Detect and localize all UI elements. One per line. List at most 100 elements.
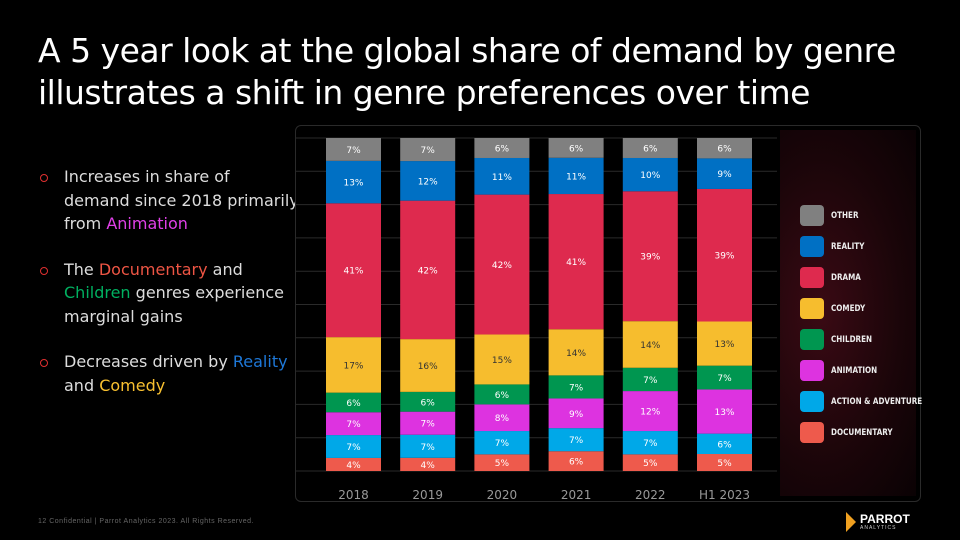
legend-swatch: [800, 329, 824, 350]
bullet-text: genres experience marginal gains: [64, 283, 284, 326]
bullet-text: and: [64, 375, 100, 395]
data-label: 6%: [346, 399, 361, 409]
data-label: 10%: [640, 171, 660, 181]
data-label: 4%: [346, 461, 361, 471]
x-tick-label: H1 2023: [699, 488, 750, 502]
legend-item: DOCUMENTARY: [800, 417, 945, 448]
legend-swatch: [800, 360, 824, 381]
bar-segment: [548, 451, 604, 471]
data-label: 7%: [717, 374, 732, 384]
logo-name: PARROT: [860, 512, 910, 526]
data-label: 4%: [421, 461, 436, 471]
bar-segment: [400, 457, 456, 471]
data-label: 6%: [495, 391, 510, 401]
bullet-text: Children: [64, 283, 131, 302]
bar-segment: [548, 157, 604, 195]
parrot-logo: PARROT ANALYTICS: [846, 512, 910, 532]
bar-segment: [474, 384, 530, 405]
bar-segment: [326, 138, 381, 161]
data-label: 11%: [566, 172, 586, 182]
bar-segment: [326, 412, 381, 436]
data-label: 6%: [569, 458, 584, 468]
data-label: 7%: [643, 376, 658, 386]
bar-segment: [548, 375, 604, 399]
data-label: 42%: [418, 266, 438, 276]
bar-segment: [400, 138, 456, 162]
data-label: 7%: [643, 439, 658, 449]
legend-swatch: [800, 422, 824, 443]
bar-segment: [400, 411, 456, 435]
data-label: 7%: [495, 439, 510, 449]
bullet-text: Reality: [232, 352, 288, 371]
bar-segment: [622, 138, 678, 158]
data-label: 13%: [343, 179, 363, 189]
legend-label: COMEDY: [831, 303, 866, 314]
bullet-item: Increases in share of demand since 2018 …: [40, 165, 300, 236]
bar-segment: [697, 138, 752, 159]
bar-segment: [474, 334, 530, 385]
bar-segment: [548, 329, 604, 376]
data-label: 6%: [643, 144, 658, 154]
bar-segment: [326, 392, 381, 413]
legend-swatch: [800, 236, 824, 257]
data-label: 6%: [495, 144, 510, 154]
data-label: 11%: [492, 173, 512, 183]
bar-segment: [326, 435, 381, 458]
legend-swatch: [800, 298, 824, 319]
data-label: 42%: [492, 261, 512, 271]
bullet-icon: [40, 266, 48, 275]
data-label: 14%: [566, 349, 586, 359]
bar-segment: [622, 454, 678, 471]
data-label: 16%: [418, 362, 438, 372]
bar-segment: [622, 367, 678, 392]
bar-segment: [622, 191, 678, 322]
data-label: 5%: [717, 459, 732, 469]
legend-swatch: [800, 267, 824, 288]
bar-segment: [697, 188, 752, 322]
bar-segment: [474, 431, 530, 455]
legend-item: CHILDREN: [800, 324, 945, 355]
data-label: 6%: [717, 145, 732, 155]
bar-segment: [400, 339, 456, 392]
data-label: 9%: [569, 410, 584, 420]
bar-segment: [326, 337, 381, 393]
bar-segment: [474, 194, 530, 335]
bullet-item: Decreases driven by Reality and Comedy: [40, 350, 300, 397]
bar-segment: [548, 138, 604, 158]
bullet-text: Increases in share of demand since 2018 …: [64, 167, 299, 233]
data-label: 7%: [421, 443, 436, 453]
bar-segment: [697, 433, 752, 455]
bar-segment: [622, 157, 678, 192]
bar-segment: [697, 321, 752, 366]
data-label: 13%: [714, 408, 734, 418]
data-label: 7%: [346, 146, 361, 156]
data-label: 7%: [569, 436, 584, 446]
x-tick-label: 2021: [561, 488, 592, 502]
bar-segment: [548, 194, 604, 330]
data-label: 7%: [346, 443, 361, 453]
bar-segment: [697, 454, 752, 471]
data-label: 9%: [717, 170, 732, 180]
bar-segment: [697, 158, 752, 189]
data-label: 7%: [421, 146, 436, 156]
bullet-icon: [40, 174, 48, 182]
bullet-text: Comedy: [99, 375, 166, 395]
bar-segment: [400, 434, 456, 458]
data-label: 5%: [643, 459, 658, 469]
bar-segment: [326, 203, 381, 338]
data-label: 39%: [640, 253, 660, 263]
x-tick-label: 2020: [487, 488, 518, 502]
legend-label: OTHER: [831, 210, 859, 221]
legend-label: ACTION & ADVENTURE: [831, 396, 923, 407]
logo-sub: ANALYTICS: [860, 525, 897, 531]
logo-icon: [846, 512, 856, 532]
data-label: 8%: [495, 414, 510, 424]
legend-label: ANIMATION: [831, 365, 878, 376]
bar-segment: [622, 391, 678, 432]
data-label: 15%: [492, 356, 512, 366]
bullet-icon: [40, 359, 48, 367]
bar-segment: [400, 161, 456, 201]
legend-swatch: [800, 205, 824, 226]
bar-segment: [622, 321, 678, 368]
data-label: 5%: [495, 459, 510, 469]
